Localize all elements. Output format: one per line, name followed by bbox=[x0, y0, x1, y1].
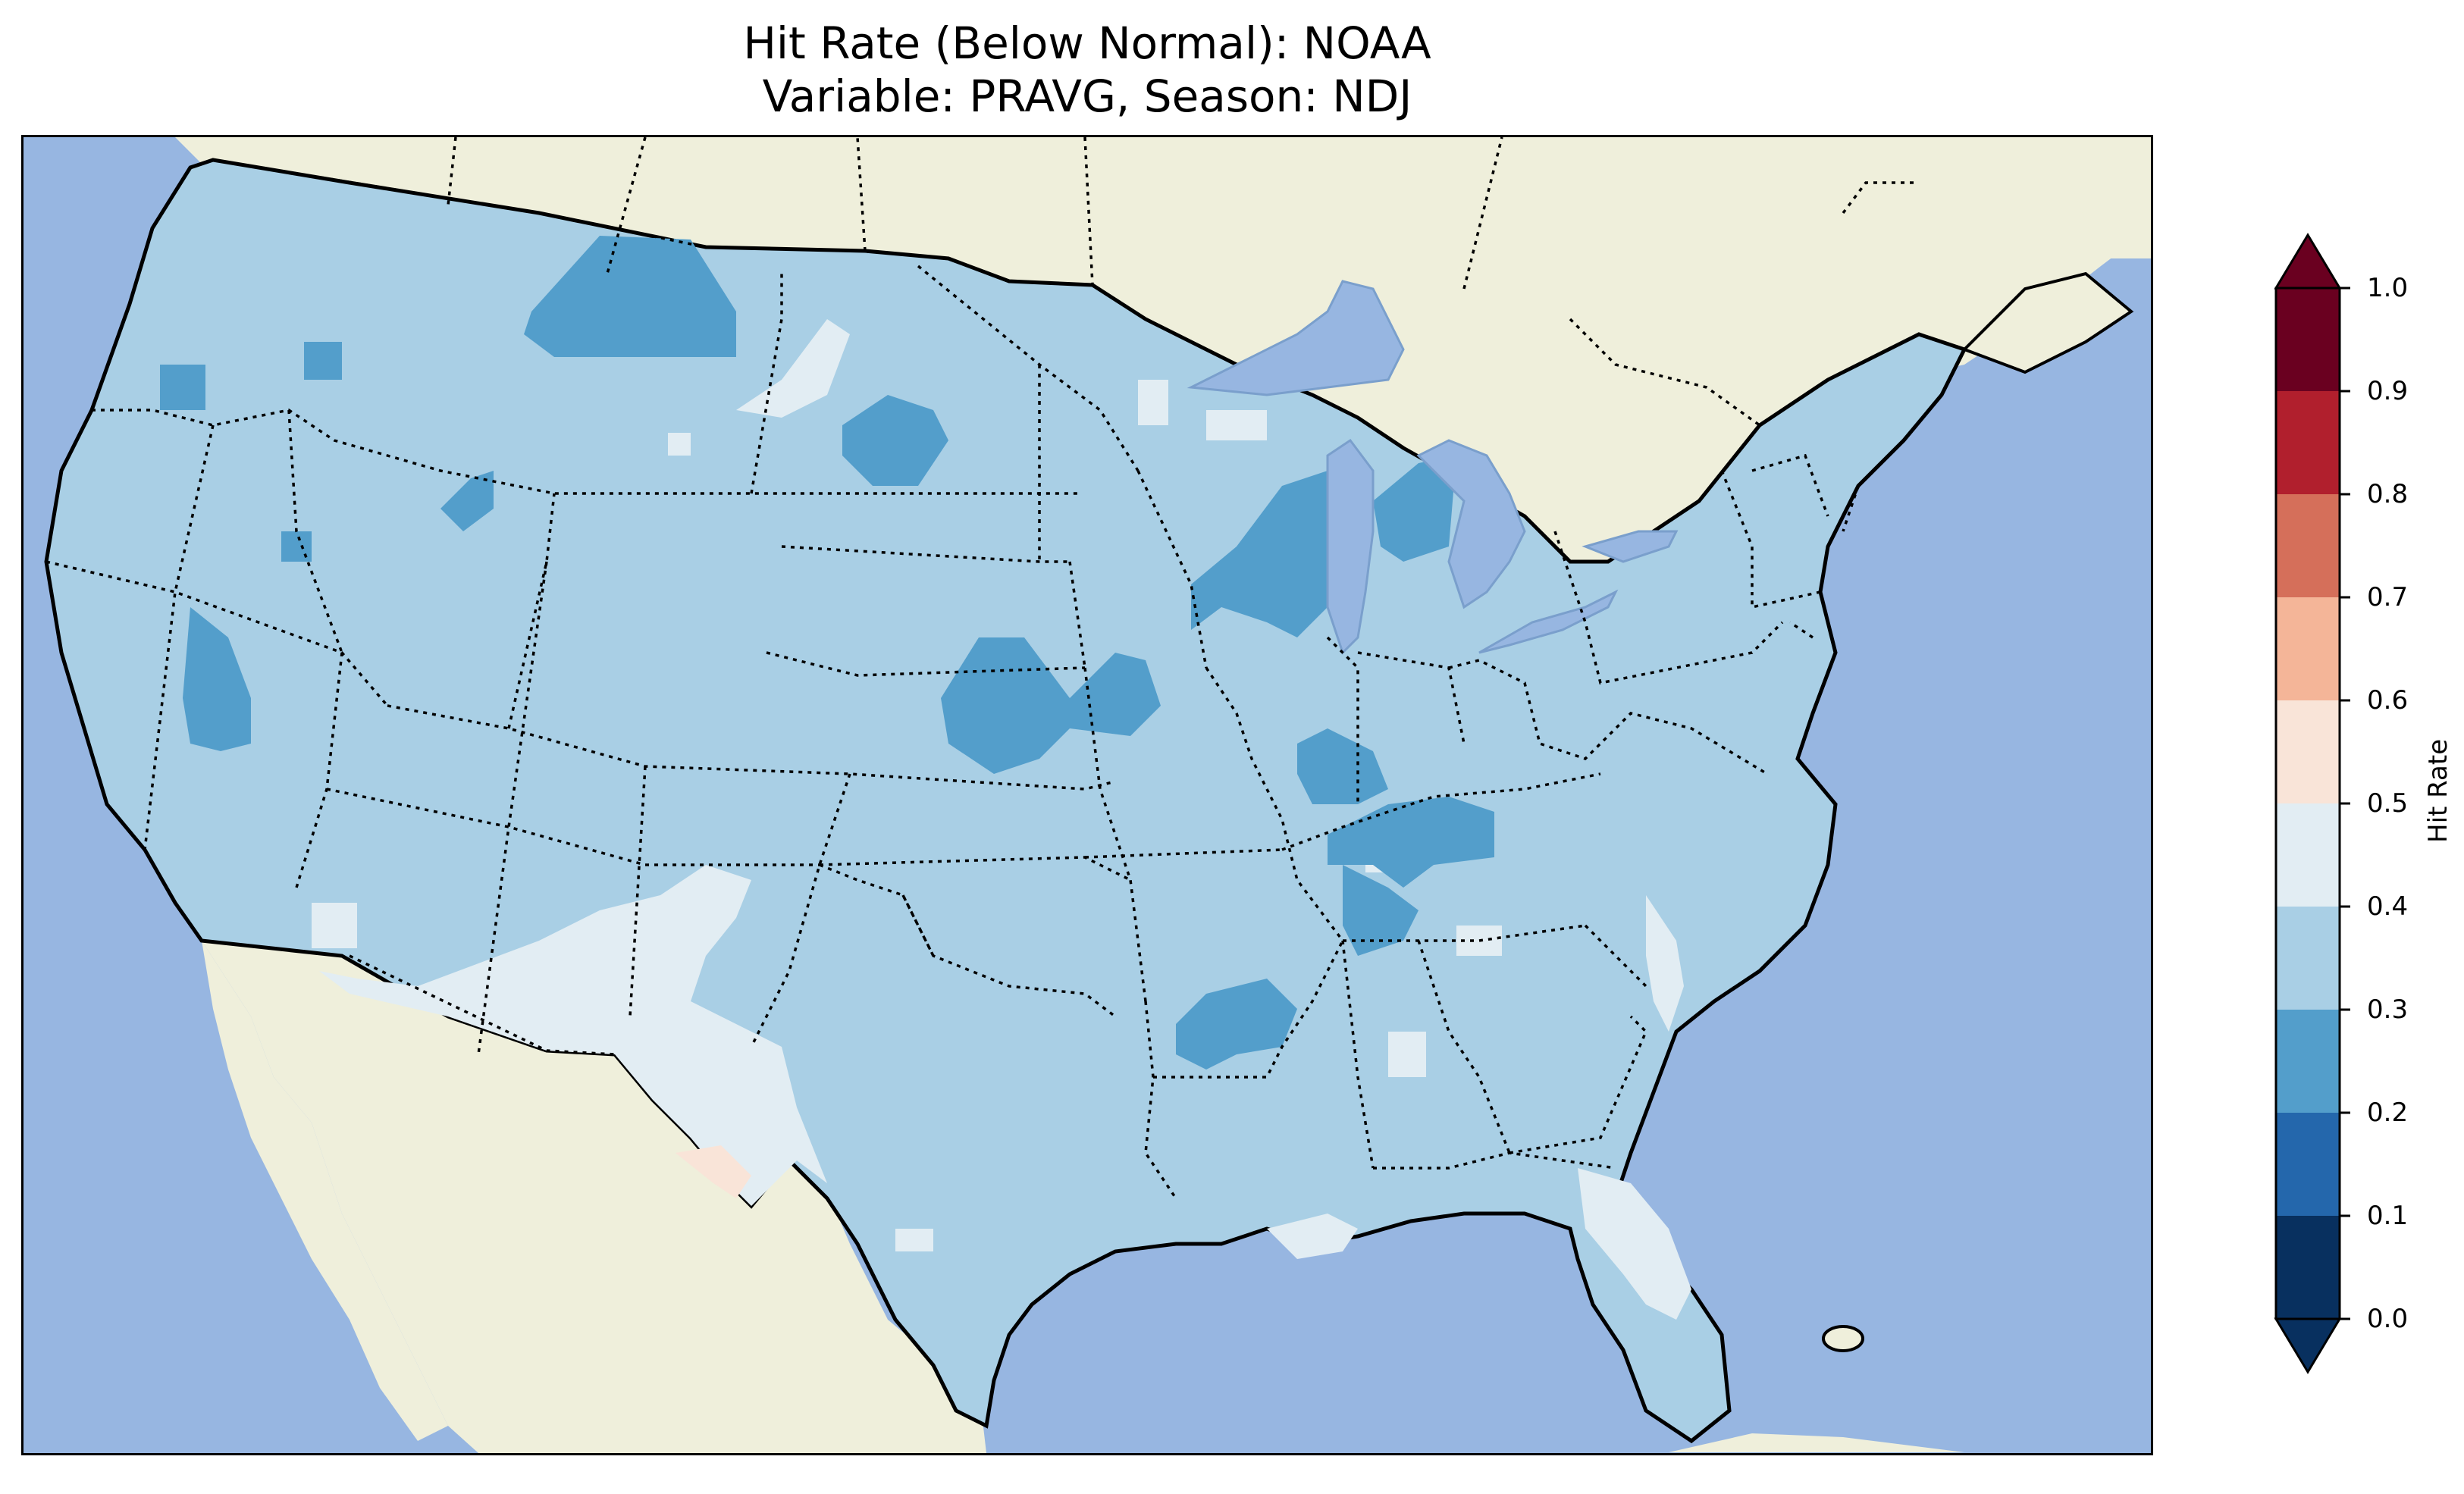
lake-ontario bbox=[1582, 530, 1679, 563]
texas-light-cell bbox=[895, 1229, 933, 1251]
alabama-light-cell bbox=[1388, 1032, 1426, 1077]
oregon-dark-cell bbox=[304, 342, 342, 380]
great-lakes bbox=[1187, 280, 1679, 655]
tennessee-dark-patch bbox=[1343, 865, 1419, 956]
colorbar bbox=[2274, 233, 2350, 1374]
colorbar-bin-0 bbox=[2276, 1216, 2340, 1319]
colorbar-label: Hit Rate bbox=[2423, 738, 2453, 843]
oregon-coast-dark-cell bbox=[160, 365, 205, 410]
colorbar-bins bbox=[2274, 287, 2341, 1320]
colorbar-bin-8 bbox=[2276, 391, 2340, 494]
colorbar-bin-2 bbox=[2276, 1010, 2340, 1113]
mexico-land bbox=[202, 941, 986, 1453]
idaho-dark-cell bbox=[281, 531, 312, 562]
state-borders bbox=[45, 265, 1860, 1199]
nova-scotia-land bbox=[1961, 271, 2134, 374]
north-dakota-light-patch bbox=[736, 319, 850, 418]
cuba-land bbox=[1669, 1433, 1964, 1452]
lake-superior bbox=[1187, 280, 1405, 396]
illinois-dark-patch bbox=[1297, 728, 1388, 804]
louisiana-mississippi-dark-patch bbox=[1176, 979, 1297, 1070]
south-dakota-dark-patch bbox=[842, 395, 948, 486]
bahamas-island bbox=[1822, 1325, 1864, 1352]
hit-rate-map bbox=[24, 137, 2151, 1453]
colorbar-tick-label: 1.0 bbox=[2367, 273, 2409, 303]
nevada-dark-patch bbox=[183, 607, 251, 751]
south-carolina-light-patch bbox=[1646, 895, 1684, 1032]
hit-rate-0.4-0.5-patches bbox=[312, 319, 1691, 1320]
louisiana-coast-light-patch bbox=[1267, 1214, 1358, 1259]
colorbar-tick-label: 0.1 bbox=[2367, 1201, 2409, 1231]
arizona-light-cell bbox=[312, 903, 357, 948]
nebraska-kansas-dark-patch bbox=[941, 637, 1161, 774]
southwest-light-patch bbox=[319, 865, 827, 1206]
lake-huron bbox=[1416, 439, 1526, 609]
colorbar-tick-label: 0.3 bbox=[2367, 994, 2409, 1025]
colorbar-bin-6 bbox=[2276, 597, 2340, 700]
colorbar-tick-label: 0.7 bbox=[2367, 582, 2409, 612]
colorbar-bin-1 bbox=[2276, 1113, 2340, 1216]
maritime-land bbox=[2071, 168, 2151, 258]
montana-dark-patch bbox=[524, 236, 736, 357]
big-bend-salmon-patch bbox=[676, 1145, 751, 1198]
colorbar-tick-label: 0.0 bbox=[2367, 1304, 2409, 1334]
minnesota-light-cell bbox=[1138, 380, 1168, 425]
colorbar-bin-9 bbox=[2276, 288, 2340, 391]
colorbar-tick-label: 0.6 bbox=[2367, 685, 2409, 716]
colorbar-tick-label: 0.5 bbox=[2367, 788, 2409, 819]
wyoming-light-cell bbox=[668, 433, 691, 456]
colorbar-tick-label: 0.4 bbox=[2367, 891, 2409, 922]
lake-erie bbox=[1478, 589, 1619, 654]
idaho-wyoming-dark-patch bbox=[440, 471, 494, 531]
colorbar-bin-5 bbox=[2276, 700, 2340, 803]
map-title-line-1: Hit Rate (Below Normal): NOAA bbox=[743, 17, 1431, 69]
michigan-dark-patch bbox=[1373, 456, 1456, 562]
colorbar-bin-3 bbox=[2276, 907, 2340, 1010]
colorbar-tick-marks bbox=[2340, 287, 2350, 1320]
colorbar-tick-label: 0.9 bbox=[2367, 376, 2409, 406]
colorbar-extend-max bbox=[2274, 233, 2342, 290]
canada-land bbox=[160, 137, 2151, 562]
lake-michigan bbox=[1326, 438, 1375, 655]
colorbar-bin-4 bbox=[2276, 803, 2340, 907]
colorbar-tick-label: 0.8 bbox=[2367, 479, 2409, 509]
colorbar-tick-label: 0.2 bbox=[2367, 1098, 2409, 1128]
map-panel bbox=[21, 135, 2153, 1455]
baja-peninsula-land bbox=[202, 941, 448, 1441]
florida-light-patch bbox=[1578, 1168, 1691, 1320]
upper-michigan-light-cell bbox=[1206, 410, 1267, 440]
colorbar-extend-min bbox=[2274, 1317, 2342, 1374]
map-title-line-2: Variable: PRAVG, Season: NDJ bbox=[762, 70, 1412, 122]
hit-rate-0.2-0.3-patches bbox=[160, 236, 1494, 1070]
colorbar-bin-7 bbox=[2276, 494, 2340, 597]
international-borders bbox=[212, 137, 1919, 1056]
wisconsin-dark-patch bbox=[1191, 471, 1328, 637]
